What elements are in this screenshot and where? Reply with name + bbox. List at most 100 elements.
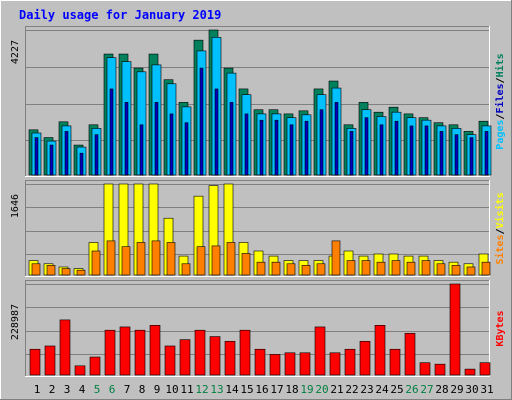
bar-sites-day-18 — [286, 263, 296, 276]
bar-kbytes-day-19 — [299, 352, 311, 376]
bar-pages-day-13 — [214, 88, 219, 176]
bar-kbytes-day-16 — [254, 348, 266, 376]
bar-pages-day-7 — [124, 102, 129, 176]
bar-pages-day-15 — [244, 113, 249, 176]
legend-sites: Sites — [494, 235, 506, 265]
legend-files: Files — [494, 83, 506, 113]
bar-sites-day-23 — [361, 260, 371, 276]
bar-kbytes-day-8 — [134, 329, 146, 376]
bar-kbytes-day-13 — [209, 336, 221, 376]
bar-kbytes-day-28 — [434, 363, 446, 376]
day-label-5: 5 — [94, 383, 101, 396]
day-label-12: 12 — [195, 383, 208, 396]
y-max-label-kbytes: 228987 — [10, 304, 21, 340]
y-max-label-requests: 4227 — [10, 40, 21, 64]
day-label-7: 7 — [124, 383, 131, 396]
day-label-29: 29 — [450, 383, 463, 396]
bar-pages-day-29 — [454, 134, 459, 176]
bar-kbytes-day-20 — [314, 326, 326, 376]
day-label-24: 24 — [375, 383, 389, 396]
bar-sites-day-6 — [106, 240, 116, 276]
bars-kbytes — [29, 283, 491, 376]
day-label-31: 31 — [480, 383, 493, 396]
bar-sites-day-12 — [196, 246, 206, 276]
bar-pages-day-18 — [289, 124, 294, 176]
legend-pages: Pages — [495, 120, 506, 150]
bars-requests — [28, 29, 492, 176]
bar-kbytes-day-30 — [464, 368, 476, 376]
day-label-15: 15 — [240, 383, 253, 396]
bar-pages-day-16 — [259, 119, 264, 176]
bar-sites-day-9 — [151, 240, 161, 276]
bar-kbytes-day-23 — [359, 340, 371, 376]
legend-hits: Hits — [494, 53, 506, 77]
day-label-16: 16 — [255, 383, 268, 396]
bar-kbytes-day-21 — [329, 352, 341, 376]
day-label-1: 1 — [34, 383, 41, 396]
bar-sites-day-11 — [181, 263, 191, 276]
legend-visitors: Sites/Visits — [494, 192, 506, 264]
bar-sites-day-14 — [226, 242, 236, 276]
bar-sites-day-1 — [31, 263, 41, 276]
bar-sites-day-29 — [451, 265, 461, 276]
bar-sites-day-27 — [421, 260, 431, 276]
day-label-8: 8 — [139, 383, 146, 396]
day-label-27: 27 — [420, 383, 433, 396]
x-axis-day-labels: 1 2 3 4 5 6 7 8 9 10 11 12 13 14 15 16 17 18 19 20 21 22 23 24 2… — [34, 383, 494, 396]
bar-sites-day-19 — [301, 265, 311, 276]
bar-sites-day-7 — [121, 246, 131, 276]
bar-sites-day-24 — [376, 261, 386, 276]
bar-sites-day-21 — [331, 240, 341, 276]
bar-sites-day-5 — [91, 250, 101, 276]
bar-sites-day-4 — [76, 269, 86, 276]
bar-pages-day-24 — [379, 124, 384, 176]
bar-pages-day-14 — [229, 102, 234, 176]
day-label-26: 26 — [405, 383, 418, 396]
bar-sites-day-16 — [256, 261, 266, 276]
bar-kbytes-day-31 — [479, 362, 491, 376]
bar-sites-day-8 — [136, 242, 146, 276]
legend-visits: Visits — [494, 192, 506, 228]
bar-pages-day-31 — [484, 131, 489, 176]
bar-sites-day-10 — [166, 242, 176, 276]
bar-kbytes-day-9 — [149, 325, 161, 376]
day-label-30: 30 — [465, 383, 478, 396]
bar-kbytes-day-24 — [374, 325, 386, 376]
day-label-19: 19 — [300, 383, 313, 396]
day-label-14: 14 — [225, 383, 239, 396]
day-label-20: 20 — [315, 383, 328, 396]
day-label-2: 2 — [49, 383, 56, 396]
day-label-3: 3 — [64, 383, 71, 396]
bar-kbytes-day-29 — [449, 283, 461, 376]
bar-pages-day-1 — [34, 137, 39, 176]
bar-kbytes-day-22 — [344, 348, 356, 376]
day-label-9: 9 — [154, 383, 161, 396]
bar-sites-day-13 — [211, 245, 221, 276]
bar-pages-day-11 — [184, 122, 189, 176]
bar-pages-day-4 — [79, 152, 84, 176]
bar-pages-day-22 — [349, 131, 354, 176]
day-label-17: 17 — [270, 383, 283, 396]
bar-pages-day-10 — [169, 113, 174, 176]
bar-kbytes-day-12 — [194, 329, 206, 376]
bar-pages-day-21 — [334, 102, 339, 176]
bar-kbytes-day-27 — [419, 362, 431, 376]
day-label-18: 18 — [285, 383, 298, 396]
bar-pages-day-20 — [319, 109, 324, 176]
bar-sites-day-17 — [271, 261, 281, 276]
day-label-11: 11 — [180, 383, 193, 396]
day-label-10: 10 — [165, 383, 178, 396]
bar-sites-day-31 — [481, 261, 491, 276]
bars-visitors — [28, 183, 491, 276]
legend-kbytes: KBytes — [495, 310, 506, 346]
bar-pages-day-30 — [469, 137, 474, 176]
bar-kbytes-day-2 — [44, 345, 56, 376]
day-label-25: 25 — [390, 383, 403, 396]
bar-kbytes-day-18 — [284, 352, 296, 376]
bar-kbytes-day-17 — [269, 354, 281, 376]
bar-sites-day-25 — [391, 260, 401, 276]
bar-kbytes-day-26 — [404, 332, 416, 376]
bar-sites-day-15 — [241, 253, 251, 276]
panel-visitors: 1646 Sites/Visits — [10, 180, 506, 277]
